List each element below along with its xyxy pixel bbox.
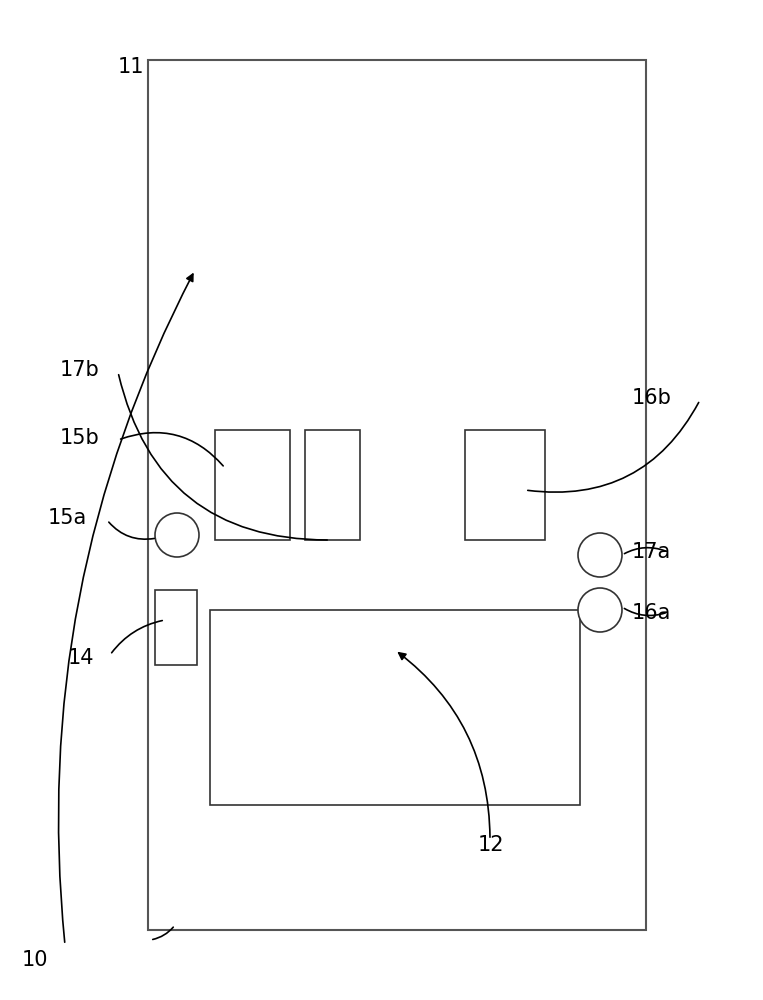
- Text: 16a: 16a: [632, 603, 671, 623]
- Text: 16b: 16b: [632, 388, 672, 408]
- Bar: [210, 610, 580, 805]
- Circle shape: [578, 588, 622, 632]
- Text: 15a: 15a: [48, 508, 87, 528]
- Bar: [215, 430, 290, 540]
- Bar: [148, 60, 646, 930]
- Text: 11: 11: [118, 57, 144, 77]
- Text: 17b: 17b: [60, 360, 100, 380]
- Text: 15b: 15b: [60, 428, 100, 448]
- Bar: [465, 430, 545, 540]
- Bar: [305, 430, 360, 540]
- Text: 14: 14: [68, 648, 95, 668]
- Bar: [155, 590, 197, 665]
- Circle shape: [155, 513, 199, 557]
- Circle shape: [578, 533, 622, 577]
- Text: 17a: 17a: [632, 542, 671, 562]
- Text: 12: 12: [478, 835, 504, 855]
- Text: 10: 10: [22, 950, 49, 970]
